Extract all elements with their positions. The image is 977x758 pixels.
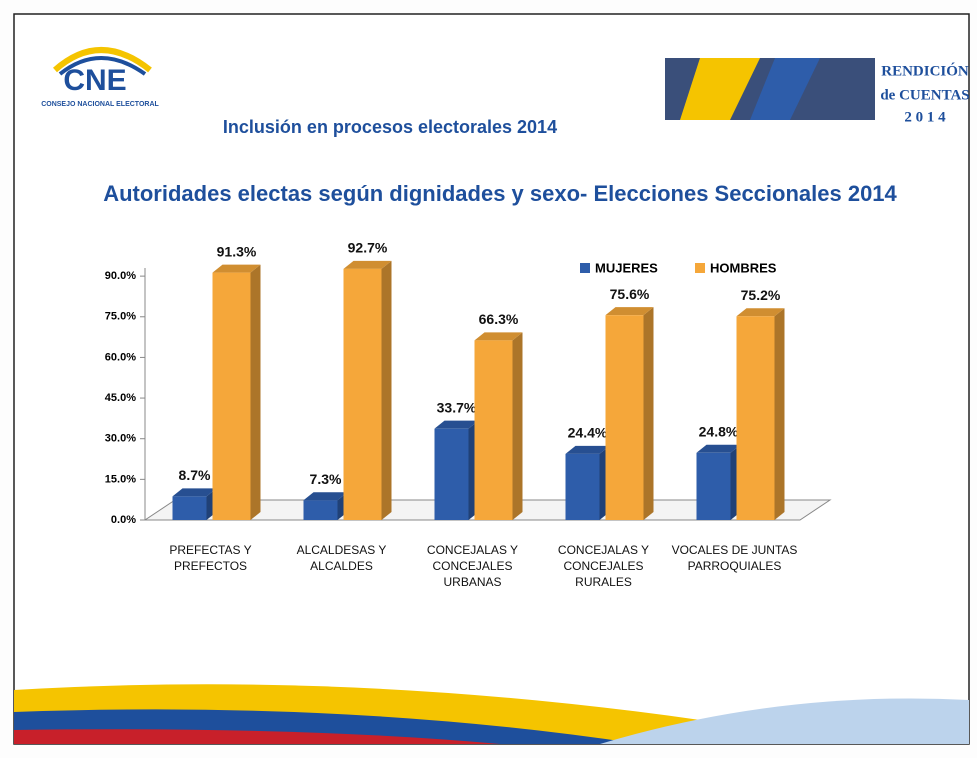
x-tick-label: ALCALDESAS Y ALCALDES [296,543,387,573]
bar [212,272,251,520]
bar-top [696,444,741,453]
bar [696,452,731,520]
bar [172,496,207,520]
chart-title: Autoridades electas según dignidades y s… [103,181,897,206]
bar-side [512,332,523,520]
badge-stripe [680,58,760,120]
value-label: 91.3% [217,243,257,259]
bar-top [605,307,654,316]
y-tick-label: 0.0% [111,514,136,526]
y-tick-label: 45.0% [105,392,136,404]
logo-arc [53,47,152,73]
legend-label: MUJERES [595,260,658,275]
badge-stripe [750,58,820,120]
value-label: 7.3% [310,471,342,487]
bar-top [303,492,348,501]
bar-side [381,260,392,520]
value-label: 24.8% [699,424,739,440]
bar-side [643,307,654,520]
bar-top [434,420,479,429]
bar [343,268,382,520]
bar-top [736,308,785,317]
value-label: 33.7% [437,399,477,415]
logo-arc [58,56,147,76]
bar-top [474,332,523,341]
value-label: 24.4% [568,425,608,441]
legend-label: HOMBRES [710,260,777,275]
y-tick-label: 90.0% [105,270,136,282]
bar-side [774,308,785,520]
badge-text: RENDICIÓN [881,62,969,79]
x-tick-label: CONCEJALAS Y CONCEJALES RURALES [557,543,650,589]
y-tick-label: 30.0% [105,433,136,445]
bar [303,500,338,520]
subtitle: Inclusión en procesos electorales 2014 [223,117,557,137]
logo: CNE [63,64,126,97]
bar-top [343,260,392,269]
logo-subtitle: CONSEJO NACIONAL ELECTORAL [41,101,159,108]
footer-wave [600,698,969,744]
badge-text: de CUENTAS [880,87,969,103]
y-tick-label: 75.0% [105,311,136,323]
bar [736,316,775,520]
footer-wave [14,729,500,744]
bar [565,453,600,520]
value-label: 92.7% [348,240,388,256]
value-label: 75.2% [741,287,781,303]
legend-swatch [580,263,590,273]
x-tick-label: CONCEJALAS Y CONCEJALES URBANAS [426,543,519,589]
bar-top [172,488,217,497]
bar-top [212,264,261,273]
value-label: 8.7% [179,467,211,483]
bar-top [565,445,610,454]
x-tick-label: VOCALES DE JUNTAS PARROQUIALES [671,543,798,573]
bar [605,315,644,520]
bar-side [250,264,261,520]
bar [474,340,513,520]
legend-swatch [695,263,705,273]
badge-text: 2 0 1 4 [904,109,946,125]
y-tick-label: 15.0% [105,473,136,485]
value-label: 75.6% [610,286,650,302]
value-label: 66.3% [479,311,519,327]
bar [434,428,469,520]
y-tick-label: 60.0% [105,351,136,363]
x-tick-label: PREFECTAS Y PREFECTOS [169,543,252,573]
